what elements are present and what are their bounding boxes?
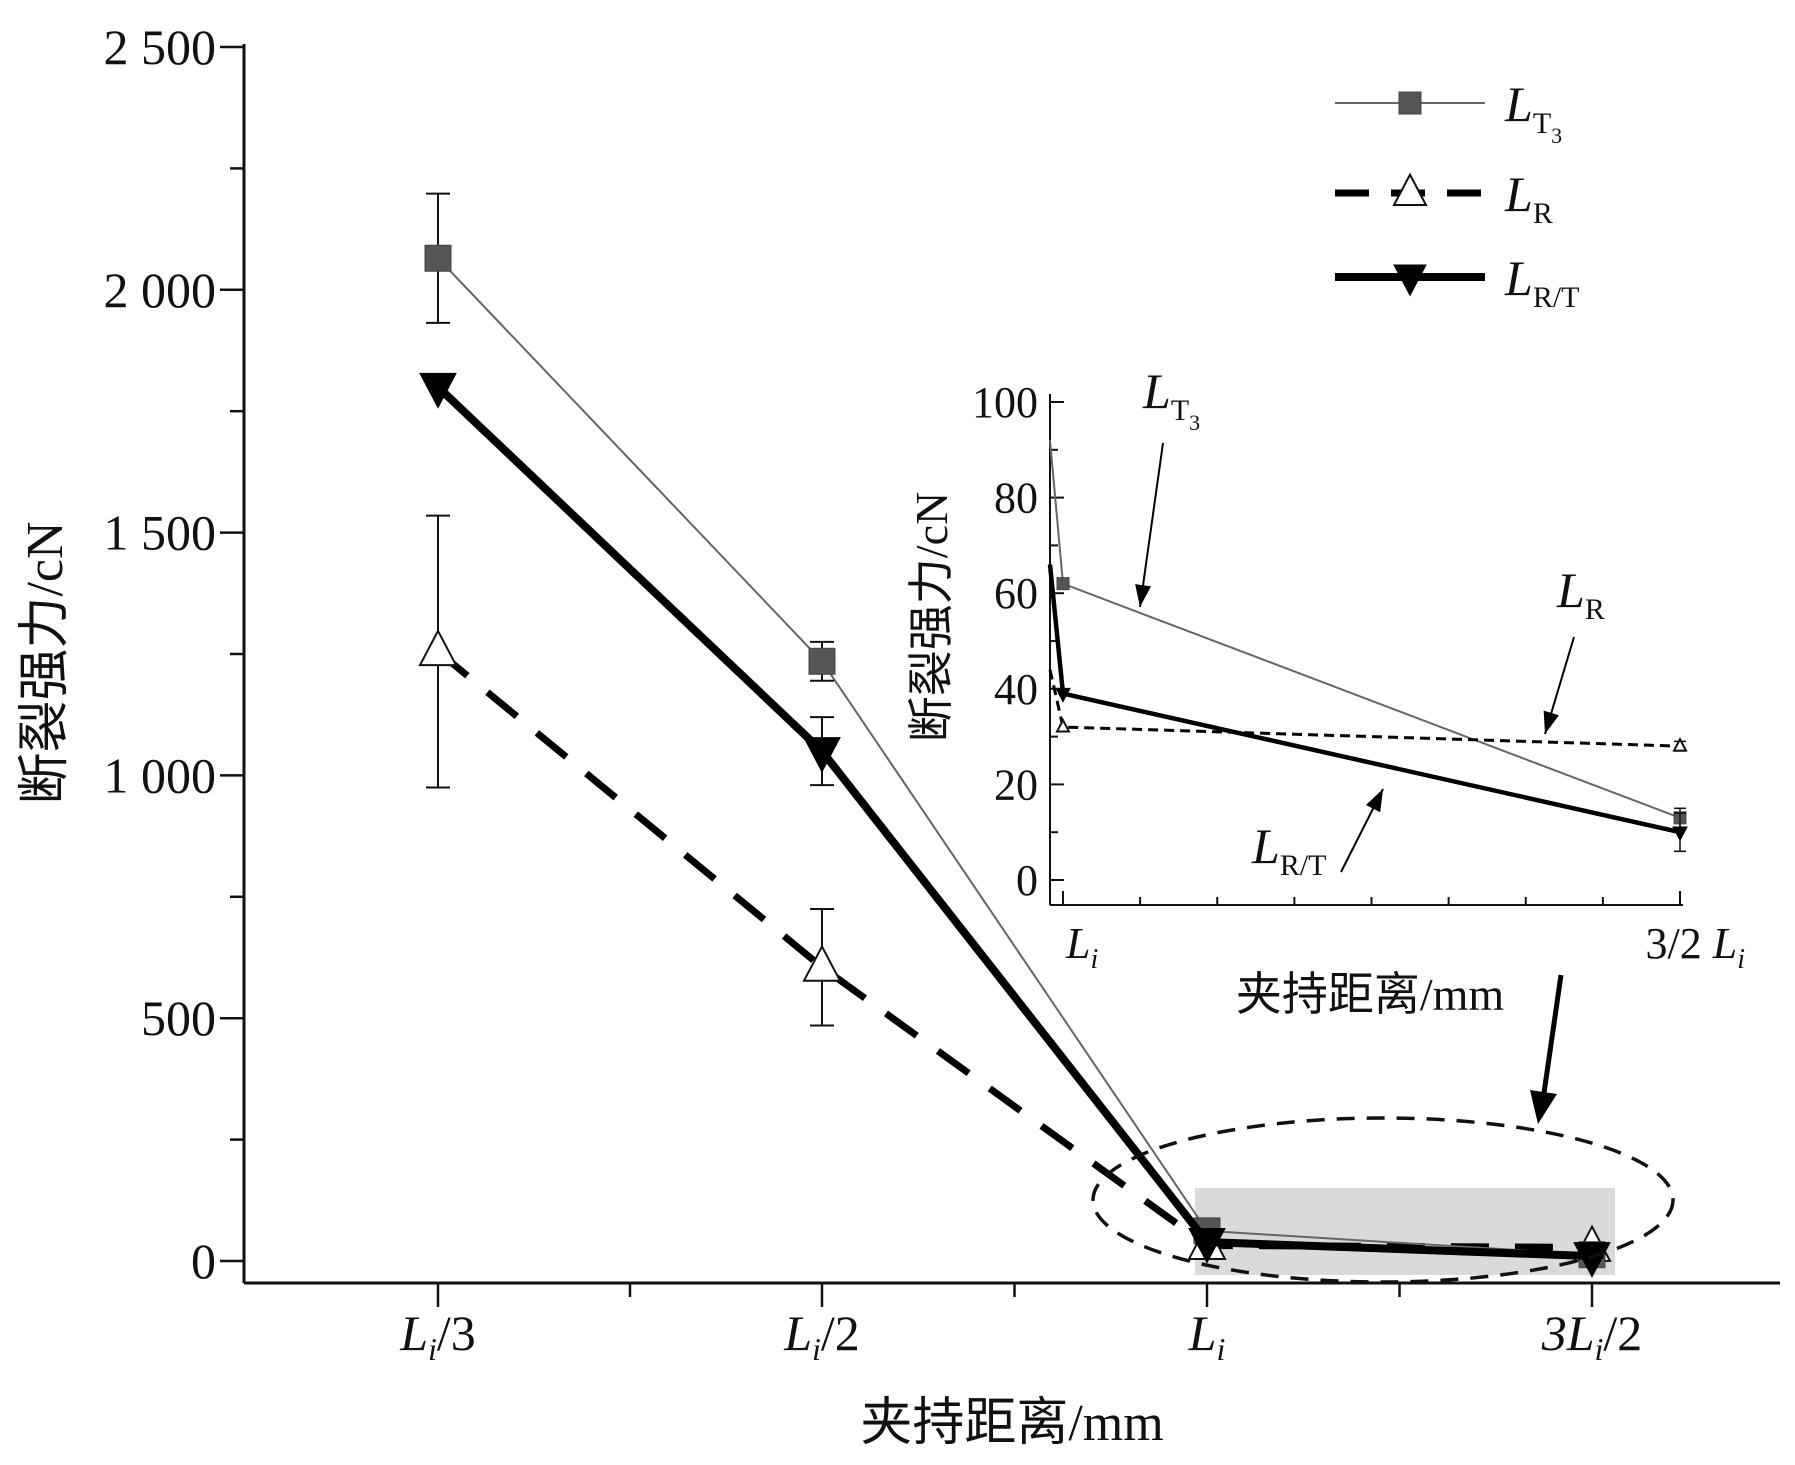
series-line — [435, 384, 1593, 1261]
inset-chart: 0 20 40 60 80 100 Li 3/2 Li 夹持距离/mm 断裂强力/cN LT3 LR L… — [906, 363, 1745, 1020]
y-axis-title: 断裂强力/cN — [17, 521, 74, 804]
inset-y-tick-label: 40 — [994, 665, 1038, 714]
inset-data-point — [1055, 687, 1071, 703]
inset-y-tick-label: 0 — [1016, 856, 1038, 905]
x-tick-label: Li/2 — [783, 1305, 860, 1367]
y-tick-label: 1 500 — [104, 505, 217, 561]
annotation-arrowhead — [1365, 789, 1383, 813]
data-point — [418, 628, 458, 667]
series-LR/T — [419, 372, 1611, 1278]
inset-series-line — [1048, 669, 1681, 748]
data-point — [803, 737, 841, 773]
series-line — [435, 648, 1593, 1251]
data-point — [419, 372, 457, 409]
legend-item-LR: LR — [1335, 166, 1553, 230]
legend-label: LT3 — [1504, 76, 1562, 148]
data-point — [424, 244, 452, 272]
legend-label: LR/T — [1504, 250, 1579, 314]
inset-annotation-LR: LR — [1556, 562, 1605, 626]
inset-x-tick-label: 3/2 Li — [1646, 919, 1746, 975]
data-point — [1188, 1228, 1226, 1264]
zoom-region-highlight — [1195, 1188, 1615, 1275]
inset-data-point — [1056, 577, 1070, 591]
inset-data-point — [1055, 717, 1071, 733]
y-tick-label: 1 000 — [104, 747, 217, 803]
zoom-ellipse — [1091, 1116, 1675, 1284]
annotation-arrowhead — [1543, 710, 1559, 734]
inset-y-tick-label: 80 — [994, 474, 1038, 523]
legend-marker — [1398, 91, 1422, 115]
x-axis-title: 夹持距离/mm — [860, 1395, 1163, 1452]
legend-item-LT3: LT3 — [1335, 76, 1562, 148]
legend-marker — [1393, 264, 1427, 297]
x-tick-label: Li — [1188, 1305, 1226, 1367]
y-tick-label: 2 500 — [104, 19, 217, 75]
inset-series-LT3 — [1049, 440, 1687, 829]
inset-series-LR — [1048, 669, 1688, 752]
zoom-arrow — [1540, 974, 1564, 1101]
inset-y-tick-label: 60 — [994, 569, 1038, 618]
x-tick-label: 3Li/2 — [1541, 1305, 1643, 1367]
series-line — [437, 257, 1593, 1256]
y-tick-label: 0 — [191, 1233, 216, 1289]
inset-data-point — [1672, 737, 1688, 752]
legend-label: LR — [1504, 166, 1553, 230]
inset-annotation-LT3: LT3 — [1142, 363, 1200, 435]
inset-y-tick-label: 20 — [994, 760, 1038, 809]
series-LR — [418, 514, 1612, 1262]
inset-series-LR/T — [1047, 564, 1688, 853]
y-tick-label: 500 — [141, 990, 216, 1046]
legend-marker — [1392, 172, 1428, 206]
annotation-arrow — [1139, 442, 1164, 608]
inset-y-tick-label: 100 — [972, 378, 1038, 427]
zoom-arrowhead — [1530, 1090, 1557, 1124]
data-point — [802, 944, 842, 982]
legend-item-LR/T: LR/T — [1335, 250, 1579, 314]
y-tick-label: 2 000 — [104, 262, 217, 318]
inset-x-axis-title: 夹持距离/mm — [1236, 969, 1505, 1020]
data-point — [808, 647, 836, 675]
inset-y-axis-title: 断裂强力/cN — [906, 492, 957, 742]
data-point — [1573, 1242, 1611, 1278]
x-tick-label: Li/3 — [399, 1305, 476, 1367]
inset-annotation-LR/T: LR/T — [1251, 818, 1326, 882]
inset-x-tick-label: Li — [1065, 919, 1098, 975]
inset-data-point — [1672, 826, 1688, 842]
annotation-arrowhead — [1135, 584, 1151, 607]
